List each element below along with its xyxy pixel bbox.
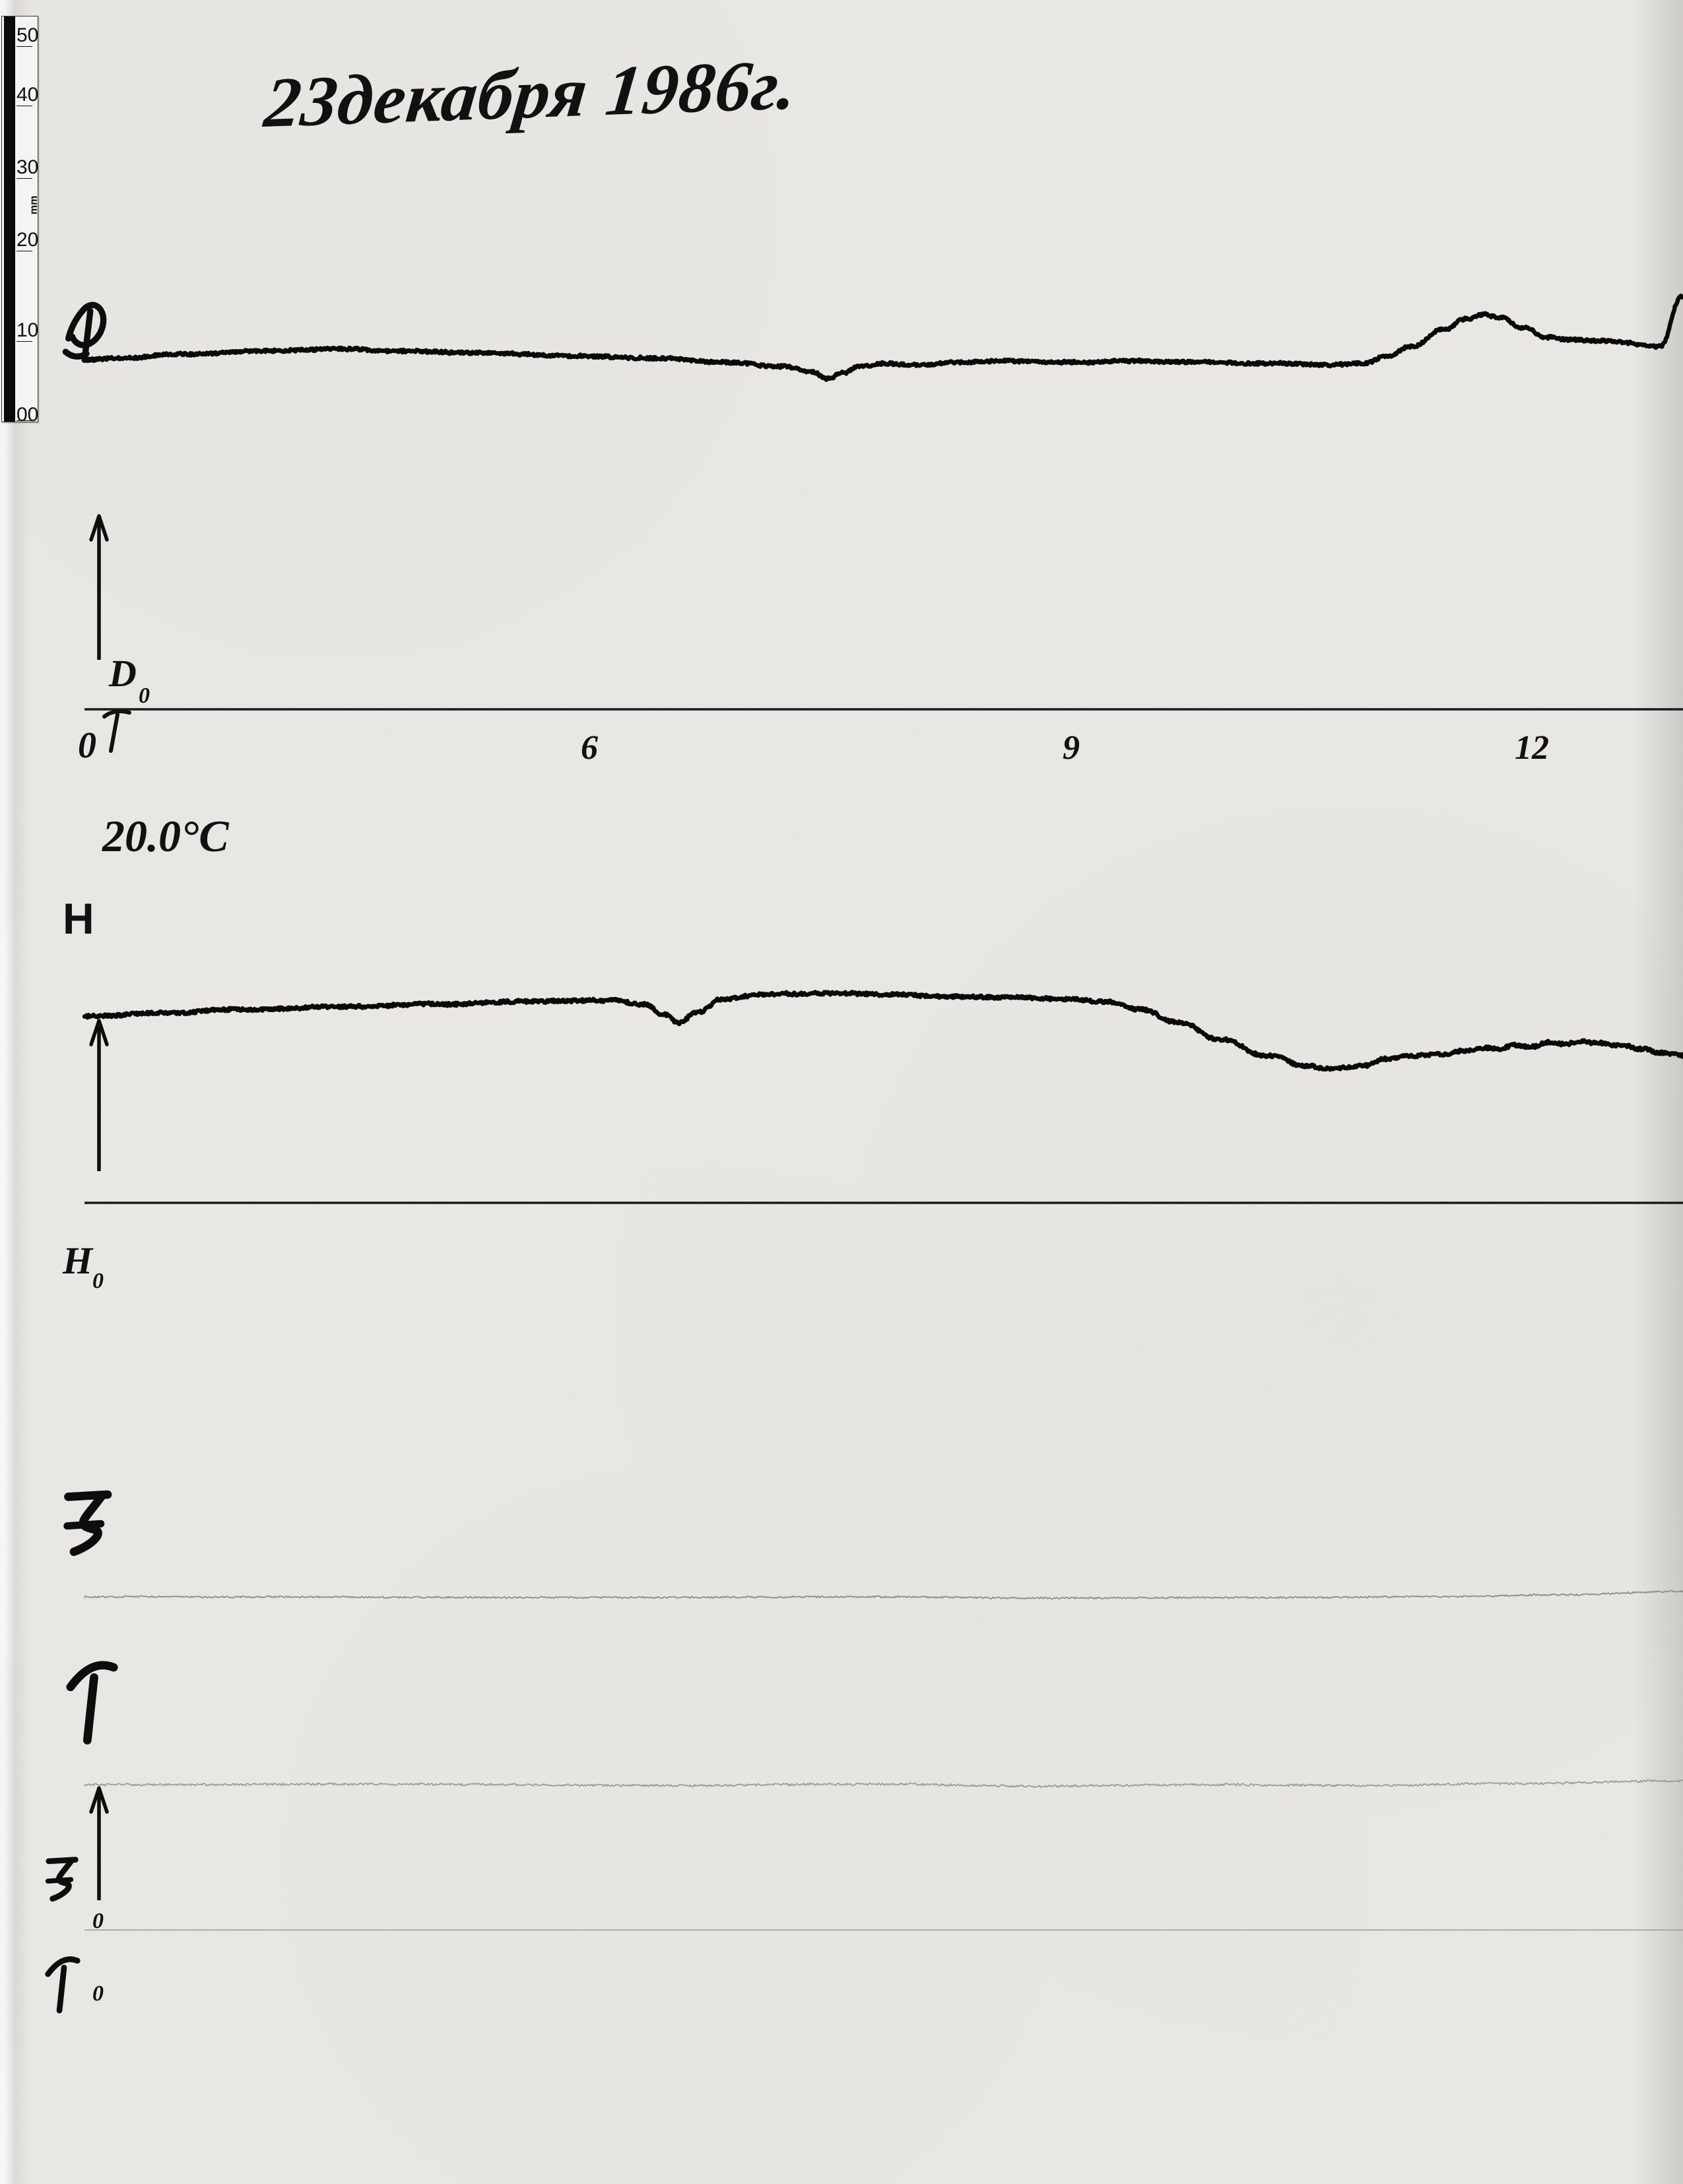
svg-text:H: H <box>63 894 94 943</box>
svg-text:0: 0 <box>92 1909 104 1933</box>
svg-text:9: 9 <box>1063 729 1080 767</box>
svg-text:H: H <box>62 1239 94 1282</box>
svg-text:0: 0 <box>139 684 150 708</box>
svg-text:20.0°C: 20.0°C <box>102 811 229 861</box>
svg-text:0: 0 <box>92 1981 104 2006</box>
svg-text:D: D <box>108 652 137 695</box>
svg-text:6: 6 <box>581 729 598 767</box>
svg-text:0: 0 <box>78 725 96 766</box>
svg-text:12: 12 <box>1515 729 1549 767</box>
svg-text:0: 0 <box>92 1269 104 1293</box>
